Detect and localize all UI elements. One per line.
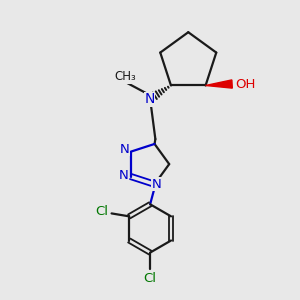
Text: N: N xyxy=(144,92,155,106)
Text: N: N xyxy=(152,178,162,191)
Text: N: N xyxy=(118,169,128,182)
Text: Cl: Cl xyxy=(144,272,157,285)
Text: OH: OH xyxy=(235,77,256,91)
Polygon shape xyxy=(206,80,232,88)
Text: Cl: Cl xyxy=(95,206,108,218)
Text: N: N xyxy=(119,143,129,156)
Text: CH₃: CH₃ xyxy=(115,70,136,83)
